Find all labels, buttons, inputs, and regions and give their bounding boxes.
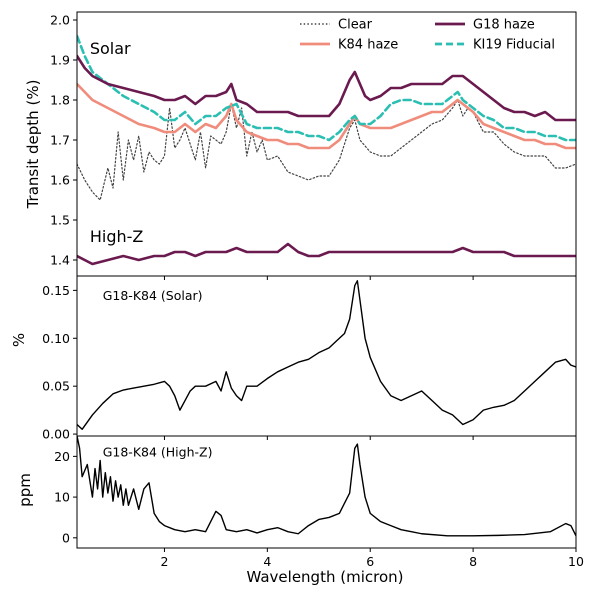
y-tick-label: 1.6 (50, 173, 70, 188)
x-tick-label: 8 (469, 554, 477, 569)
x-tick-label: 2 (160, 554, 168, 569)
y-tick-label: 0.10 (42, 331, 70, 346)
panel-g18-k84-solar: 0.00 0.05 0.10 0.15% G18-K84 (Solar) (10, 275, 577, 442)
series-line-k84-haze (77, 82, 576, 150)
legend-label: G18 haze (473, 18, 535, 33)
y-tick-label: 0 (62, 530, 70, 545)
y-tick-label: 20 (54, 449, 70, 464)
legend-label: Clear (338, 18, 373, 33)
axes-frame (76, 435, 577, 549)
y-tick-label: 2.0 (50, 13, 70, 28)
y-axis-label: % (10, 333, 28, 347)
y-tick-label: 0.05 (42, 379, 70, 394)
series-line-g18-haze-high-z (77, 242, 576, 266)
series-line-g18-k84-high-z (77, 436, 576, 537)
y-tick-label: 1.7 (50, 133, 70, 148)
x-tick-label: 4 (263, 554, 271, 569)
y-tick-label: 10 (54, 490, 70, 505)
y-tick-label: 1.9 (50, 53, 70, 68)
annotation-high-z: High-Z (90, 227, 144, 246)
y-tick-label: 1.4 (50, 253, 70, 268)
y-axis-label: ppm (16, 473, 34, 507)
annotation-solar: Solar (90, 39, 131, 58)
y-tick-label: 0.15 (42, 283, 70, 298)
annotation-g18-k84-solar: G18-K84 (Solar) (103, 288, 203, 303)
series-line-g18-haze-solar (77, 54, 576, 122)
y-axis-label: Transit depth (%) (24, 80, 42, 210)
x-tick-label: 10 (568, 554, 584, 569)
legend-label: K84 haze (338, 38, 398, 53)
series-line-clear (77, 99, 576, 201)
y-tick-label: 1.8 (50, 93, 70, 108)
panel-transit-depth: 1.4 1.5 1.6 1.7 1.8 1.9 2.0 Transit depth (%) So… (24, 11, 577, 280)
y-tick-label: 0.00 (42, 427, 70, 442)
x-tick-label: 6 (366, 554, 374, 569)
series-line-ki19-fiducial (77, 34, 576, 142)
legend: Clear G18 haze K84 haze KI19 Fiducial (300, 18, 555, 53)
legend-label: KI19 Fiducial (473, 38, 555, 53)
annotation-g18-k84-high-z: G18-K84 (High-Z) (103, 444, 213, 459)
y-tick-label: 1.5 (50, 213, 70, 228)
series-line-g18-k84-solar (77, 280, 576, 430)
x-axis-label: Wavelength (micron) (246, 568, 403, 586)
panel-g18-k84-highz: 0 10 20 2 4 6 8 10 ppm G18-K84 (High-Z) (16, 435, 584, 569)
